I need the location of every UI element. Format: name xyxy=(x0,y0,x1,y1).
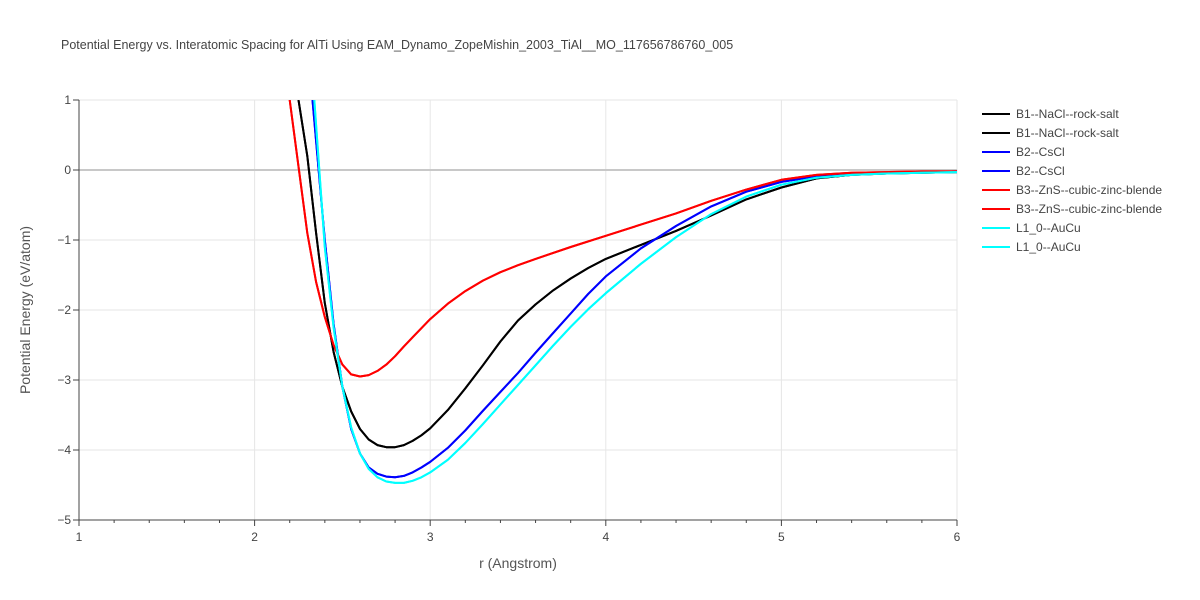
series-line[interactable] xyxy=(311,100,958,479)
y-tick-label: 0 xyxy=(64,163,71,177)
legend-label: L1_0--AuCu xyxy=(1016,221,1081,235)
series-line[interactable] xyxy=(311,100,958,479)
legend-label: L1_0--AuCu xyxy=(1016,240,1081,254)
legend-label: B2--CsCl xyxy=(1016,145,1065,159)
axes: 1 2 3 4 5 6 1 0 −1 −2 −3 −4 −5 xyxy=(57,93,960,544)
y-tick-label: −3 xyxy=(57,373,71,387)
legend-item[interactable]: L1_0--AuCu xyxy=(982,240,1081,254)
y-tick-label: −2 xyxy=(57,303,71,317)
legend-label: B1--NaCl--rock-salt xyxy=(1016,107,1119,121)
series-line[interactable] xyxy=(313,100,957,484)
chart-title: Potential Energy vs. Interatomic Spacing… xyxy=(61,38,734,52)
legend-label: B3--ZnS--cubic-zinc-blende xyxy=(1016,183,1162,197)
legend-label: B3--ZnS--cubic-zinc-blende xyxy=(1016,202,1162,216)
x-tick-label: 1 xyxy=(76,530,83,544)
series-line[interactable] xyxy=(297,100,958,449)
x-tick-label: 3 xyxy=(427,530,434,544)
x-tick-label: 6 xyxy=(954,530,961,544)
legend-item[interactable]: B3--ZnS--cubic-zinc-blende xyxy=(982,202,1162,216)
series-line[interactable] xyxy=(288,100,957,378)
y-tick-label: −5 xyxy=(57,513,71,527)
legend-item[interactable]: B3--ZnS--cubic-zinc-blende xyxy=(982,183,1162,197)
series-group xyxy=(288,100,958,484)
y-tick-label: −1 xyxy=(57,233,71,247)
series-line[interactable] xyxy=(288,100,957,378)
x-tick-label: 5 xyxy=(778,530,785,544)
y-tick-label: 1 xyxy=(64,93,71,107)
y-axis-title: Potential Energy (eV/atom) xyxy=(17,226,33,394)
x-tick-label: 2 xyxy=(251,530,258,544)
legend-label: B1--NaCl--rock-salt xyxy=(1016,126,1119,140)
legend-item[interactable]: B1--NaCl--rock-salt xyxy=(982,126,1119,140)
x-tick-label: 4 xyxy=(602,530,609,544)
legend[interactable]: B1--NaCl--rock-salt B1--NaCl--rock-salt B2… xyxy=(982,107,1162,254)
series-line[interactable] xyxy=(313,100,957,484)
grid-lines xyxy=(79,99,958,520)
legend-item[interactable]: B1--NaCl--rock-salt xyxy=(982,107,1119,121)
x-axis-title: r (Angstrom) xyxy=(479,555,557,571)
legend-label: B2--CsCl xyxy=(1016,164,1065,178)
legend-item[interactable]: B2--CsCl xyxy=(982,164,1065,178)
legend-item[interactable]: L1_0--AuCu xyxy=(982,221,1081,235)
legend-item[interactable]: B2--CsCl xyxy=(982,145,1065,159)
y-tick-label: −4 xyxy=(57,443,71,457)
